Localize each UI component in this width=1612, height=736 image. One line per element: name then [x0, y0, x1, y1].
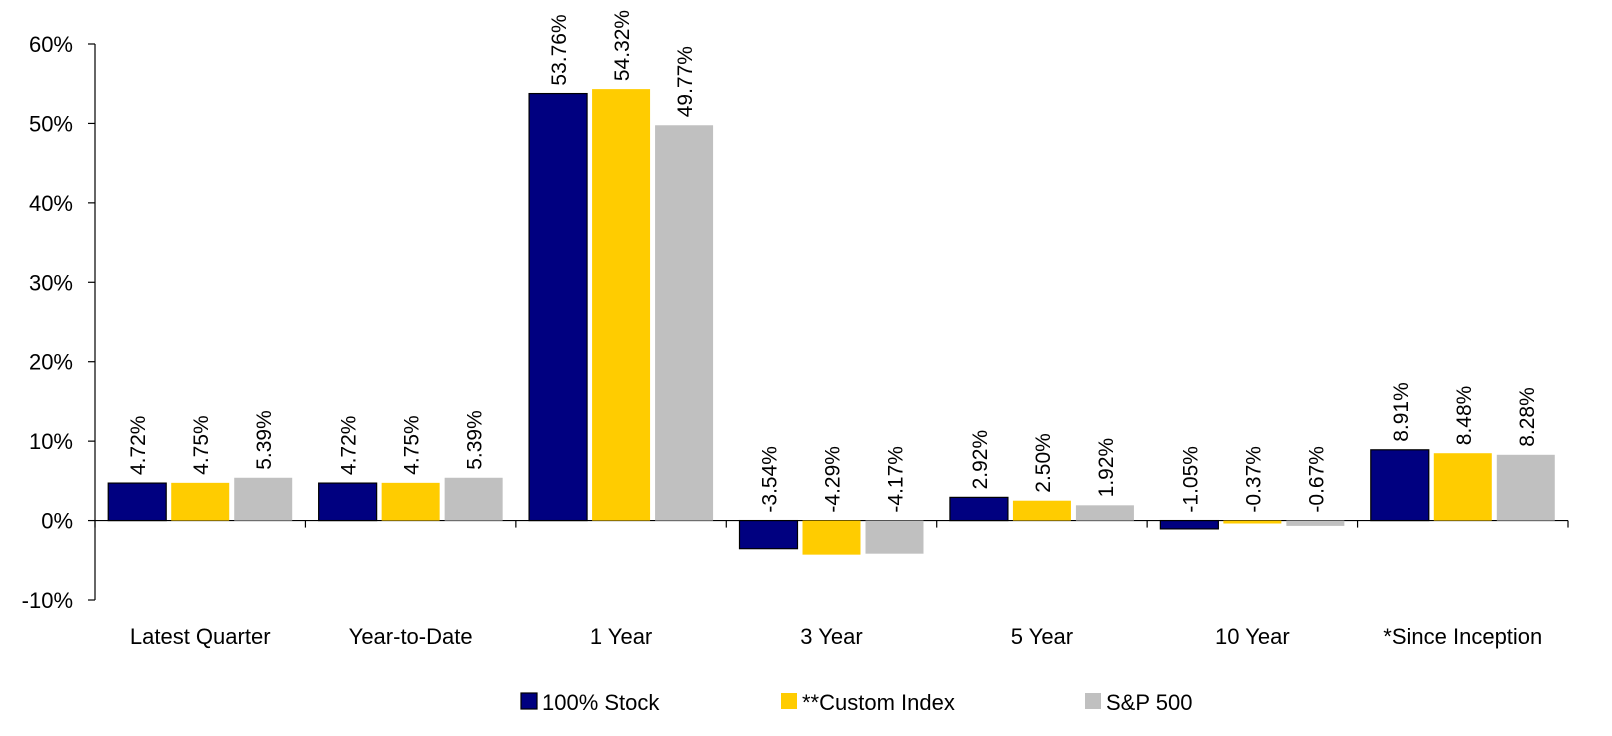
- bar: [1496, 454, 1555, 521]
- data-label: 2.50%: [1032, 433, 1055, 493]
- data-label: 5.39%: [464, 410, 487, 470]
- y-tick-label: 30%: [29, 270, 73, 295]
- y-tick-label: -10%: [22, 588, 73, 613]
- bar: [444, 477, 503, 521]
- data-label: 5.39%: [253, 410, 276, 470]
- bar: [528, 92, 588, 522]
- category-label: Year-to-Date: [349, 624, 473, 649]
- bar: [234, 477, 293, 521]
- bar: [738, 519, 799, 550]
- bar: [1433, 453, 1492, 521]
- bars: [107, 89, 1555, 555]
- data-label: 2.92%: [969, 430, 992, 490]
- data-label: 53.76%: [548, 14, 571, 85]
- legend-swatch: [781, 693, 797, 709]
- data-label: 8.91%: [1390, 382, 1413, 442]
- data-label: 8.48%: [1453, 386, 1476, 446]
- bar: [1223, 520, 1282, 524]
- y-tick-label: 10%: [29, 429, 73, 454]
- bar: [1370, 449, 1430, 522]
- data-label: -4.29%: [822, 446, 845, 513]
- bar: [802, 520, 861, 555]
- bar: [865, 520, 924, 554]
- legend-item: 100% Stock: [520, 690, 660, 715]
- legend-label: **Custom Index: [802, 690, 955, 715]
- data-label: 4.75%: [190, 415, 213, 475]
- data-label: 1.92%: [1095, 438, 1118, 498]
- data-label: -4.17%: [885, 446, 908, 513]
- legend-item: S&P 500: [1085, 690, 1192, 715]
- bar: [1075, 505, 1134, 521]
- category-label: 10 Year: [1215, 624, 1290, 649]
- category-label: 1 Year: [590, 624, 652, 649]
- data-label: 4.75%: [401, 415, 424, 475]
- bar: [592, 89, 651, 521]
- axes: -10% 0% 10% 20% 30% 40% 50% 60% Latest Quarter Ye…: [22, 32, 1569, 649]
- bar: [1159, 519, 1219, 530]
- legend-swatch: [1085, 693, 1101, 709]
- data-labels: 4.72% 4.72% 53.76% -3.54% 2.92% -1.05% 8.91% 4.…: [127, 10, 1539, 513]
- data-label: -3.54%: [759, 446, 782, 513]
- data-label: -1.05%: [1179, 446, 1202, 513]
- category-label: 5 Year: [1011, 624, 1073, 649]
- data-label: 4.72%: [127, 416, 150, 476]
- data-label: -0.37%: [1242, 446, 1265, 513]
- bar: [171, 482, 230, 521]
- bar: [949, 496, 1009, 522]
- category-label: Latest Quarter: [130, 624, 271, 649]
- category-label: 3 Year: [800, 624, 862, 649]
- bar: [107, 482, 167, 522]
- bar: [318, 482, 378, 522]
- data-label: 49.77%: [674, 46, 697, 117]
- data-label: 54.32%: [611, 10, 634, 81]
- y-tick-label: 40%: [29, 191, 73, 216]
- bar: [1286, 520, 1345, 526]
- data-label: 4.72%: [338, 416, 361, 476]
- y-tick-label: 20%: [29, 350, 73, 375]
- legend-item: **Custom Index: [781, 690, 955, 715]
- data-label: -0.67%: [1305, 446, 1328, 513]
- legend-label: 100% Stock: [542, 690, 660, 715]
- category-label: *Since Inception: [1383, 624, 1542, 649]
- legend: 100% Stock **Custom Index S&P 500: [520, 690, 1192, 715]
- data-label: 8.28%: [1516, 387, 1539, 447]
- bar: [1012, 500, 1071, 521]
- legend-swatch: [520, 692, 538, 710]
- bar: [381, 482, 440, 521]
- y-tick-label: 50%: [29, 111, 73, 136]
- y-tick-label: 0%: [41, 509, 73, 534]
- y-tick-label: 60%: [29, 32, 73, 57]
- bar: [655, 125, 714, 521]
- legend-label: S&P 500: [1106, 690, 1192, 715]
